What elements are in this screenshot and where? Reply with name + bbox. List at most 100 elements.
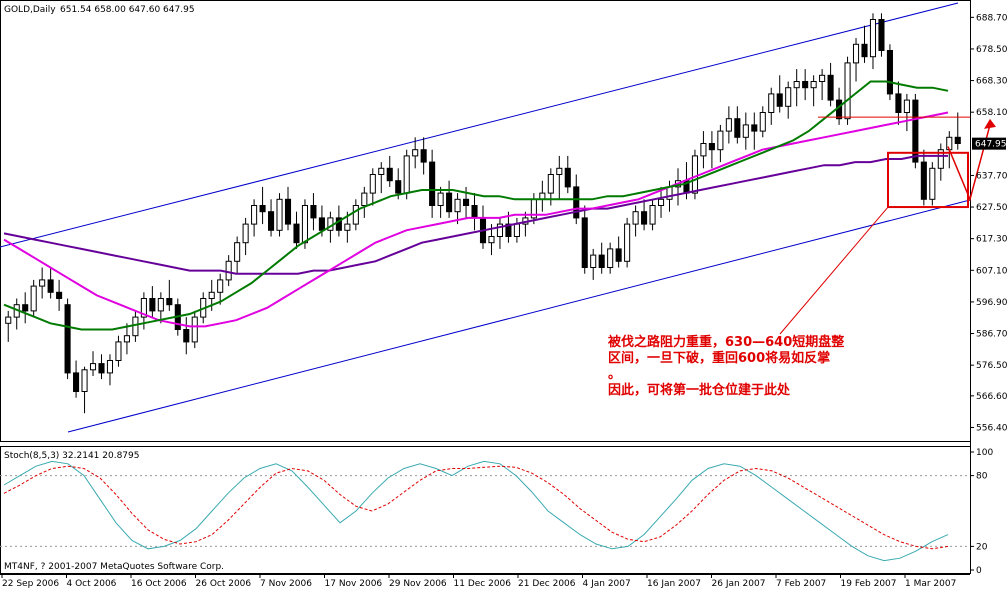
candle-body-bull xyxy=(691,155,698,194)
candle xyxy=(725,106,732,144)
candle-body-bear xyxy=(886,50,893,95)
candle xyxy=(242,217,249,256)
candle-body-bear xyxy=(641,211,648,225)
candle-body-bear xyxy=(166,298,173,306)
candle-body-bull xyxy=(725,118,732,132)
candle xyxy=(47,267,54,299)
candle-body-bull xyxy=(191,316,198,343)
candle xyxy=(615,236,622,268)
candle-body-bull xyxy=(869,19,877,58)
price-tick-label: 617.30 xyxy=(976,235,1008,245)
candle-body-bull xyxy=(717,130,724,151)
candle xyxy=(22,292,29,324)
price-tick-label: 668.30 xyxy=(976,77,1008,87)
copyright-label: MT4NF, ? 2001-2007 MetaQuotes Software C… xyxy=(4,562,224,572)
candle xyxy=(149,286,156,318)
candle-body-bull xyxy=(132,316,139,337)
date-tick-label: 21 Dec 2006 xyxy=(518,579,576,589)
candle xyxy=(717,124,724,163)
channel-upper-line[interactable] xyxy=(0,2,959,248)
ohlc-label: 651.54 658.00 647.60 647.95 xyxy=(60,5,195,15)
candle-body-bear xyxy=(920,161,927,200)
date-tick-label: 29 Nov 2006 xyxy=(389,579,447,589)
candle xyxy=(259,186,266,225)
projection-arrow xyxy=(947,124,991,202)
projection-arrow-head xyxy=(984,118,996,129)
candle xyxy=(310,193,317,231)
candle-body-bear xyxy=(259,205,266,213)
candle-body-bull xyxy=(208,291,215,299)
candle-body-bear xyxy=(861,43,868,58)
candle xyxy=(157,292,164,324)
date-axis: 22 Sep 2006 4 Oct 2006 16 Oct 2006 26 Oct 2… xyxy=(1,574,956,589)
candle xyxy=(607,242,614,274)
ma-purple-line xyxy=(3,154,948,275)
candle-body-bear xyxy=(912,99,919,163)
candle xyxy=(234,236,241,274)
candle-body-bear xyxy=(318,217,325,231)
candle xyxy=(852,38,860,82)
annotation-line-4: 因此，可将第一批仓位建于此处 xyxy=(608,382,791,398)
stoch-label: Stoch(8,5,3) 32.2141 20.8795 xyxy=(4,451,139,461)
candle-body-bear xyxy=(284,198,292,225)
candle xyxy=(191,310,198,349)
candle-body-bull xyxy=(39,279,46,287)
candle xyxy=(217,273,224,305)
candle xyxy=(708,131,715,169)
channel-lower-line[interactable] xyxy=(67,199,971,433)
date-tick-label: 4 Oct 2006 xyxy=(67,579,117,589)
candle-body-bull xyxy=(547,174,554,194)
date-tick-label: 16 Jan 2007 xyxy=(647,579,701,589)
candle-body-bear xyxy=(615,248,622,262)
candle xyxy=(590,248,597,280)
candle-body-bull xyxy=(632,211,639,225)
candle-body-bear xyxy=(827,74,834,101)
candle-body-bear xyxy=(573,186,580,219)
consolidation-box[interactable] xyxy=(887,151,969,209)
candle xyxy=(352,199,359,231)
candle-body-bull xyxy=(488,236,495,244)
candle xyxy=(556,155,563,200)
candle-body-bull xyxy=(251,205,258,225)
annotation-line-1: 被伐之路阻力重重，630—640短期盘整 xyxy=(607,334,845,350)
candle-body-bull xyxy=(106,360,114,374)
candle xyxy=(429,149,436,218)
candle-body-bull xyxy=(301,205,309,244)
candle-body-bear xyxy=(293,223,300,244)
candle-body-bear xyxy=(73,372,80,392)
candle xyxy=(793,69,800,107)
date-tick-label: 16 Oct 2006 xyxy=(131,579,187,589)
date-tick-label: 7 Feb 2007 xyxy=(776,579,826,589)
candle xyxy=(106,354,114,386)
price-tick-label: 637.70 xyxy=(976,171,1008,181)
candlestick-series xyxy=(5,13,961,414)
candle xyxy=(386,155,393,187)
stoch-signal-line xyxy=(3,465,949,550)
price-tick-label: 658.10 xyxy=(976,108,1008,118)
candle xyxy=(878,13,885,57)
candle-body-bear xyxy=(429,161,436,207)
candle-body-bear xyxy=(98,363,105,374)
candle-body-bull xyxy=(903,99,910,113)
candle xyxy=(81,366,88,414)
date-tick-label: 4 Jan 2007 xyxy=(583,579,631,589)
candle xyxy=(581,205,588,274)
candle xyxy=(115,335,122,367)
candle xyxy=(64,298,71,380)
price-axis: 688.70 678.50 668.30 658.10 647.95 637.70 627.… xyxy=(970,13,1008,433)
price-tick-label: 607.10 xyxy=(976,266,1008,276)
candle xyxy=(183,317,190,355)
candle xyxy=(39,267,46,299)
candle xyxy=(496,217,503,249)
candle xyxy=(632,205,639,237)
candle xyxy=(166,279,173,311)
price-tick-label: 596.90 xyxy=(976,298,1008,308)
candle-body-bull xyxy=(361,192,368,207)
candle-body-bull xyxy=(937,149,944,169)
candle xyxy=(649,199,656,231)
candle-body-bull xyxy=(30,285,37,312)
candle xyxy=(98,354,105,380)
candle-body-bull xyxy=(649,205,656,225)
